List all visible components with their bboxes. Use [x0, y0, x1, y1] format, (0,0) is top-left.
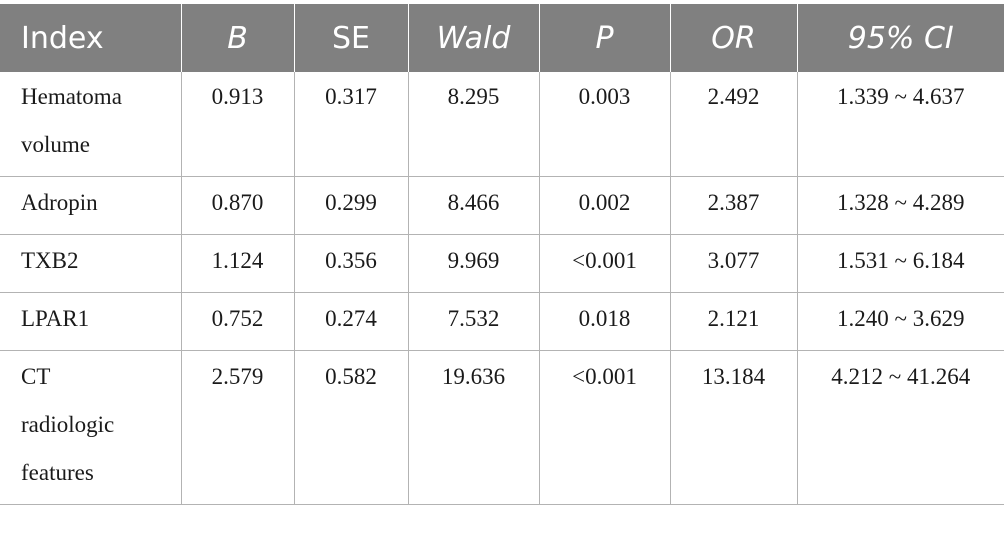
ci-cell: 1.240 ~ 3.629 [796, 292, 1004, 351]
b-cell: 0.752 [180, 292, 294, 351]
wald-cell: 8.295 [407, 72, 539, 177]
header-wald: Wald [407, 4, 539, 72]
index-line: TXB2 [21, 248, 79, 273]
or-cell: 2.492 [669, 72, 797, 177]
ci-cell: 1.339 ~ 4.637 [796, 72, 1004, 177]
table-row: LPAR1 0.752 0.274 7.532 0.018 2.121 1.24… [0, 292, 1004, 351]
b-cell: 1.124 [180, 234, 294, 293]
index-line: Hematoma [21, 84, 122, 109]
ci-cell: 4.212 ~ 41.264 [796, 350, 1004, 505]
se-cell: 0.299 [293, 176, 408, 235]
or-cell: 2.121 [669, 292, 797, 351]
header-index: Index [0, 4, 181, 72]
ci-cell: 1.328 ~ 4.289 [796, 176, 1004, 235]
header-or: OR [669, 4, 797, 72]
se-cell: 0.274 [293, 292, 408, 351]
table-body: Hematoma volume 0.913 0.317 8.295 0.003 2… [0, 72, 1004, 505]
index-cell: LPAR1 [0, 292, 181, 351]
or-cell: 3.077 [669, 234, 797, 293]
table-header: Index B SE Wald P OR 95% CI [0, 4, 1004, 72]
or-cell: 2.387 [669, 176, 797, 235]
header-se: SE [293, 4, 408, 72]
index-line: volume [21, 132, 90, 157]
index-line: radiologic [21, 412, 115, 437]
wald-cell: 19.636 [407, 350, 539, 505]
b-cell: 2.579 [180, 350, 294, 505]
se-cell: 0.317 [293, 72, 408, 177]
index-cell: CT radiologic features [0, 350, 181, 505]
regression-table: Index B SE Wald P OR 95% CI Hematoma volu… [0, 4, 1004, 505]
p-cell: <0.001 [538, 350, 670, 505]
table-row: CT radiologic features 2.579 0.582 19.636 … [0, 350, 1004, 505]
header-p: P [538, 4, 670, 72]
index-cell: TXB2 [0, 234, 181, 293]
index-line: LPAR1 [21, 306, 90, 331]
table-row: TXB2 1.124 0.356 9.969 <0.001 3.077 1.53… [0, 234, 1004, 293]
index-cell: Hematoma volume [0, 72, 181, 177]
header-ci: 95% CI [796, 4, 1004, 72]
ci-cell: 1.531 ~ 6.184 [796, 234, 1004, 293]
index-line: Adropin [21, 190, 98, 215]
index-line: features [21, 460, 94, 485]
table-row: Adropin 0.870 0.299 8.466 0.002 2.387 1.… [0, 176, 1004, 235]
b-cell: 0.913 [180, 72, 294, 177]
p-cell: <0.001 [538, 234, 670, 293]
p-cell: 0.002 [538, 176, 670, 235]
header-b: B [180, 4, 294, 72]
se-cell: 0.356 [293, 234, 408, 293]
or-cell: 13.184 [669, 350, 797, 505]
wald-cell: 9.969 [407, 234, 539, 293]
wald-cell: 8.466 [407, 176, 539, 235]
header-row: Index B SE Wald P OR 95% CI [0, 4, 1004, 72]
index-cell: Adropin [0, 176, 181, 235]
se-cell: 0.582 [293, 350, 408, 505]
p-cell: 0.003 [538, 72, 670, 177]
p-cell: 0.018 [538, 292, 670, 351]
index-line: CT [21, 364, 51, 389]
b-cell: 0.870 [180, 176, 294, 235]
table-row: Hematoma volume 0.913 0.317 8.295 0.003 2… [0, 72, 1004, 177]
wald-cell: 7.532 [407, 292, 539, 351]
